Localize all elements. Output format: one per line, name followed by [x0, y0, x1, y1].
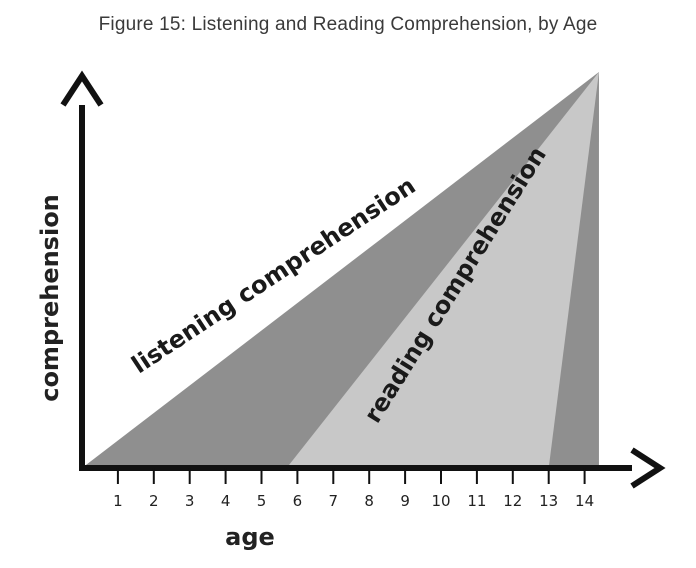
x-tick-label-13: 13 [539, 492, 558, 510]
x-tick-label-8: 8 [364, 492, 374, 510]
x-axis-ticks: 1 2 3 4 5 6 7 8 9 10 11 12 13 14 [113, 468, 594, 510]
chart-title: Figure 15: Listening and Reading Compreh… [98, 14, 598, 35]
x-tick-label-3: 3 [185, 492, 195, 510]
y-axis-label: comprehension [36, 194, 64, 402]
reading-comprehension-area [286, 72, 599, 468]
x-axis-arrow [630, 447, 666, 489]
x-tick-label-4: 4 [221, 492, 231, 510]
x-tick-label-1: 1 [113, 492, 123, 510]
x-tick-label-7: 7 [329, 492, 339, 510]
x-tick-label-5: 5 [257, 492, 267, 510]
x-tick-label-14: 14 [575, 492, 594, 510]
x-tick-label-9: 9 [400, 492, 410, 510]
x-tick-label-10: 10 [431, 492, 450, 510]
x-tick-label-12: 12 [503, 492, 522, 510]
x-tick-label-11: 11 [467, 492, 486, 510]
x-tick-label-2: 2 [149, 492, 159, 510]
y-axis-arrow [60, 70, 104, 107]
x-axis-label: age [225, 523, 275, 551]
x-tick-label-6: 6 [293, 492, 303, 510]
